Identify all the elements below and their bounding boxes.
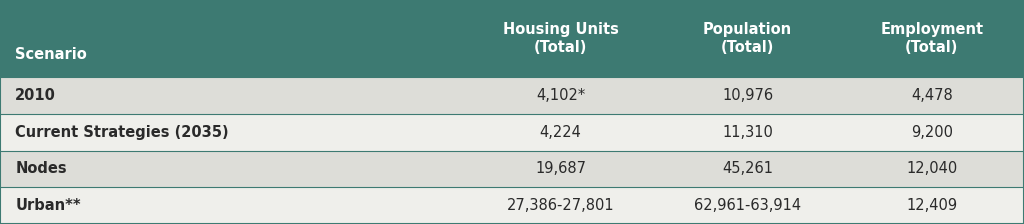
Bar (0, 0, 1024, 77)
Text: Nodes: Nodes (15, 162, 67, 177)
Text: 10,976: 10,976 (722, 88, 773, 103)
Text: Current Strategies (2035): Current Strategies (2035) (15, 125, 229, 140)
Text: Employment
(Total): Employment (Total) (881, 22, 983, 56)
Bar (0, 187, 1024, 224)
Text: Housing Units
(Total): Housing Units (Total) (503, 22, 618, 56)
Text: 2010: 2010 (15, 88, 56, 103)
Text: Population
(Total): Population (Total) (702, 22, 793, 56)
Text: 9,200: 9,200 (910, 125, 953, 140)
Text: 4,224: 4,224 (540, 125, 582, 140)
Text: 4,478: 4,478 (911, 88, 952, 103)
Text: 27,386-27,801: 27,386-27,801 (507, 198, 614, 213)
Text: 62,961-63,914: 62,961-63,914 (694, 198, 801, 213)
Text: 19,687: 19,687 (536, 162, 586, 177)
Text: 4,102*: 4,102* (536, 88, 586, 103)
Text: 45,261: 45,261 (722, 162, 773, 177)
Text: 12,040: 12,040 (906, 162, 957, 177)
Text: Urban**: Urban** (15, 198, 81, 213)
Text: Scenario: Scenario (15, 47, 87, 62)
Text: 11,310: 11,310 (722, 125, 773, 140)
Bar (0, 77, 1024, 114)
Text: 12,409: 12,409 (906, 198, 957, 213)
Bar (0, 151, 1024, 187)
Bar (0, 114, 1024, 151)
